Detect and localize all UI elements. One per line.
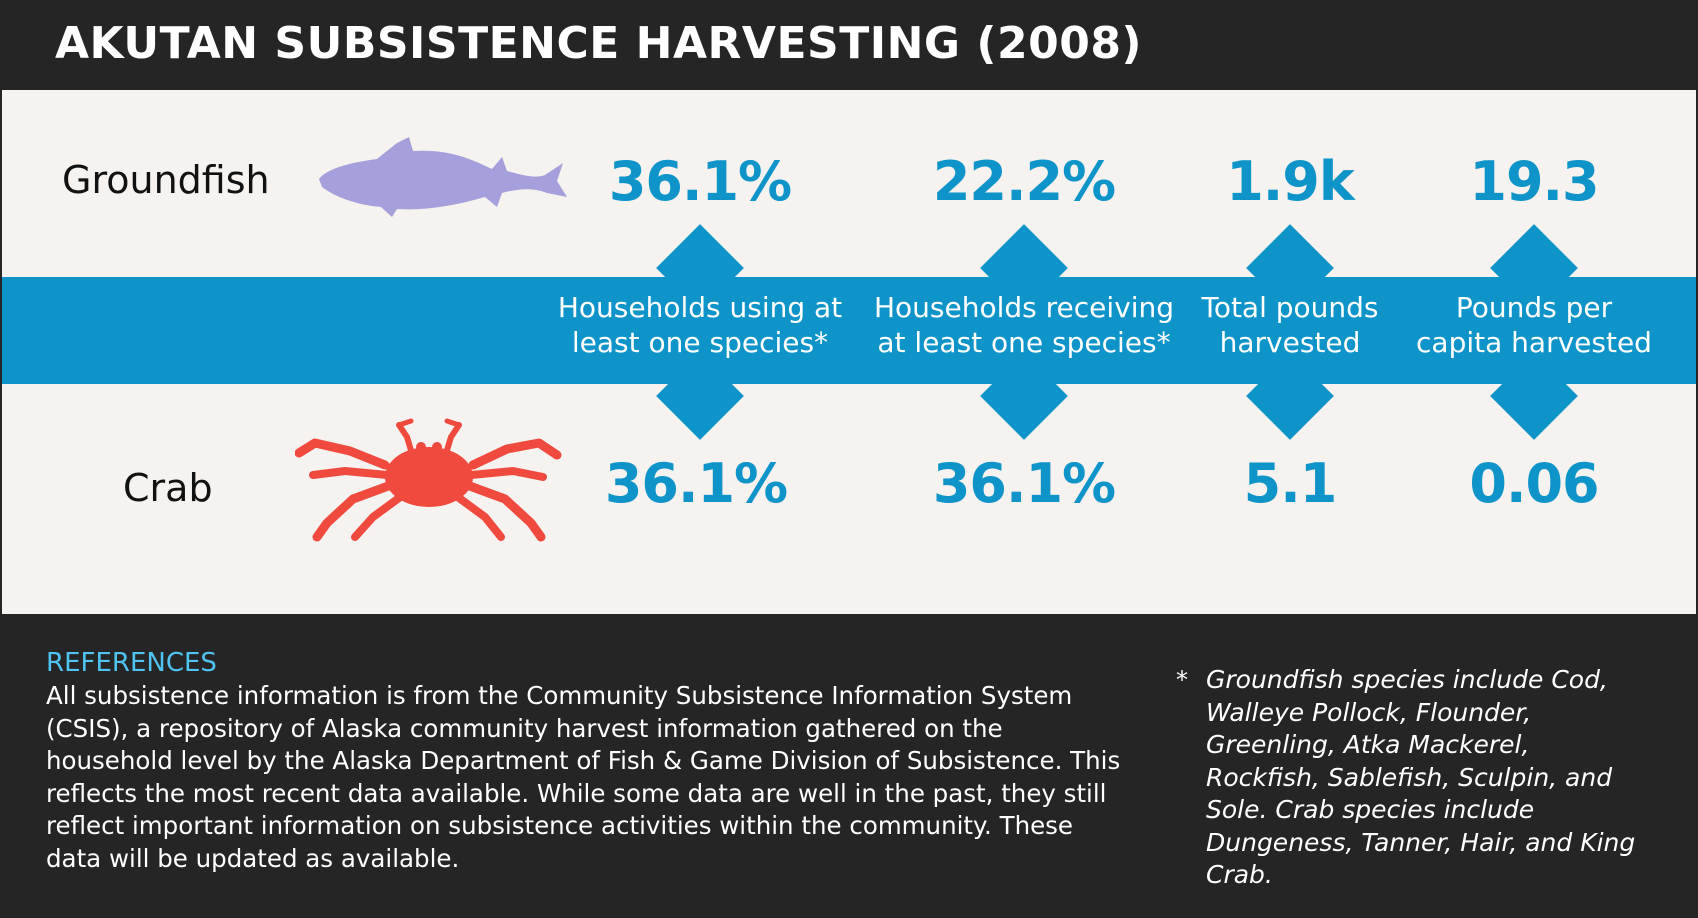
metric-label-line: capita harvested: [1416, 326, 1652, 359]
metric-label-total-pounds: Total pounds harvested: [1170, 290, 1410, 360]
groundfish-label: Groundfish: [62, 158, 270, 202]
footnote-text: Groundfish species include Cod, Walleye …: [1206, 664, 1676, 892]
metric-band: [2, 277, 1696, 384]
metric-label-households-receiving: Households receiving at least one specie…: [874, 290, 1174, 360]
crab-per-capita: 0.06: [1469, 452, 1599, 515]
crab-households-receiving: 36.1%: [932, 452, 1116, 515]
metric-label-line: harvested: [1219, 326, 1361, 359]
metric-label-line: Total pounds: [1201, 291, 1379, 324]
references-section: REFERENCES All subsistence information i…: [0, 614, 1698, 918]
references-line: All subsistence information is from the …: [46, 681, 1073, 710]
references-heading: REFERENCES: [46, 648, 217, 678]
references-line: household level by the Alaska Department…: [46, 746, 1121, 775]
footnote-line: Sole. Crab species include: [1206, 795, 1535, 824]
footnote-line: Groundfish species include Cod,: [1206, 665, 1608, 694]
references-line: data will be updated as available.: [46, 843, 460, 873]
metric-label-line: Pounds per: [1455, 291, 1613, 324]
references-line: (CSIS), a repository of Alaska community…: [46, 713, 1003, 743]
groundfish-total-pounds: 1.9k: [1226, 150, 1355, 213]
metric-label-households-using: Households using at least one species*: [550, 290, 850, 360]
crab-icon: [295, 418, 562, 542]
metric-label-line: Households using at: [557, 291, 843, 324]
footnote-marker: *: [1176, 666, 1188, 694]
references-text: All subsistence information is from the …: [46, 680, 1146, 875]
crab-label: Crab: [123, 466, 213, 510]
metric-label-line: Households receiving: [874, 291, 1175, 324]
fish-icon: [319, 137, 567, 217]
metric-label-line: at least one species*: [877, 326, 1171, 359]
footnote-line: Dungeness, Tanner, Hair, and King: [1206, 827, 1636, 857]
stats-panel: Groundfish 36.1% 22.2% 1.9k 19.3 Househo…: [2, 90, 1696, 614]
crab-households-using: 36.1%: [604, 452, 788, 515]
footnote-line: Crab.: [1206, 860, 1273, 889]
footnote-line: Rockfish, Sablefish, Sculpin, and: [1206, 762, 1613, 792]
metric-label-line: least one species*: [571, 326, 829, 359]
references-line: reflect important information on subsist…: [46, 811, 1074, 840]
groundfish-per-capita: 19.3: [1469, 150, 1599, 213]
references-line: reflects the most recent data available.…: [46, 778, 1107, 808]
crab-total-pounds: 5.1: [1243, 452, 1338, 515]
groundfish-households-receiving: 22.2%: [932, 150, 1116, 213]
groundfish-households-using: 36.1%: [608, 150, 792, 213]
page-title: AKUTAN SUBSISTENCE HARVESTING (2008): [55, 18, 1143, 69]
metric-label-per-capita: Pounds per capita harvested: [1414, 290, 1654, 360]
footnote-line: Walleye Pollock, Flounder,: [1206, 697, 1532, 727]
header-bar: AKUTAN SUBSISTENCE HARVESTING (2008): [0, 0, 1698, 90]
footnote-line: Greenling, Atka Mackerel,: [1206, 730, 1530, 759]
